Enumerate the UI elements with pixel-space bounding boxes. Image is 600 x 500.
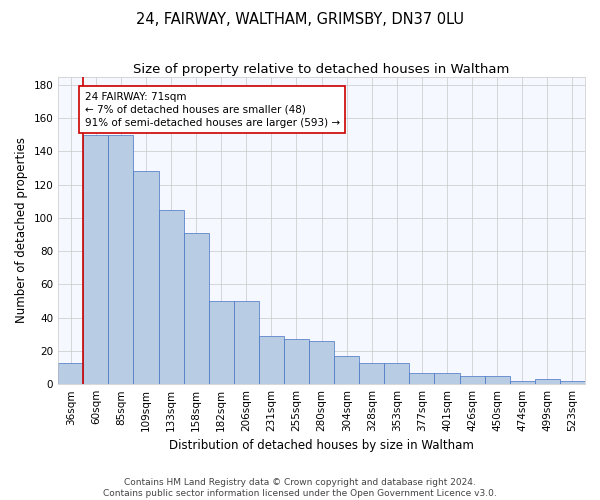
Title: Size of property relative to detached houses in Waltham: Size of property relative to detached ho… xyxy=(133,62,510,76)
Bar xyxy=(434,372,460,384)
Bar xyxy=(359,362,385,384)
Bar xyxy=(58,362,83,384)
Text: Contains HM Land Registry data © Crown copyright and database right 2024.
Contai: Contains HM Land Registry data © Crown c… xyxy=(103,478,497,498)
Bar xyxy=(158,210,184,384)
Text: 24, FAIRWAY, WALTHAM, GRIMSBY, DN37 0LU: 24, FAIRWAY, WALTHAM, GRIMSBY, DN37 0LU xyxy=(136,12,464,28)
Bar xyxy=(284,340,309,384)
Bar xyxy=(109,135,133,384)
Bar xyxy=(385,362,409,384)
Bar xyxy=(309,341,334,384)
Bar xyxy=(184,233,209,384)
Bar xyxy=(259,336,284,384)
Bar xyxy=(334,356,359,384)
Bar xyxy=(209,301,234,384)
Bar xyxy=(83,135,109,384)
Bar xyxy=(485,376,510,384)
Y-axis label: Number of detached properties: Number of detached properties xyxy=(15,138,28,324)
Bar xyxy=(510,381,535,384)
Bar xyxy=(535,379,560,384)
X-axis label: Distribution of detached houses by size in Waltham: Distribution of detached houses by size … xyxy=(169,440,474,452)
Text: 24 FAIRWAY: 71sqm
← 7% of detached houses are smaller (48)
91% of semi-detached : 24 FAIRWAY: 71sqm ← 7% of detached house… xyxy=(85,92,340,128)
Bar xyxy=(234,301,259,384)
Bar xyxy=(460,376,485,384)
Bar xyxy=(560,381,585,384)
Bar xyxy=(409,372,434,384)
Bar xyxy=(133,172,158,384)
